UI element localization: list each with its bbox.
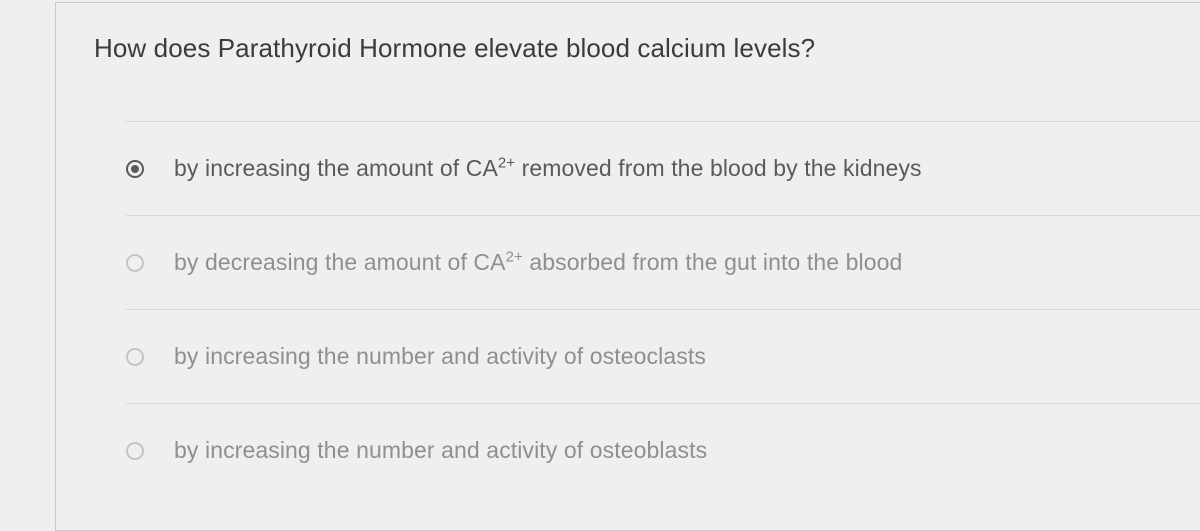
option-row-1[interactable]: by increasing the amount of CA2+ removed… [126, 121, 1200, 215]
option-label: by increasing the number and activity of… [174, 437, 707, 464]
option-label: by increasing the amount of CA2+ removed… [174, 155, 922, 182]
option-text-prefix: by increasing the number and activity of… [174, 343, 706, 369]
radio-selected-icon[interactable] [126, 160, 144, 178]
option-row-2[interactable]: by decreasing the amount of CA2+ absorbe… [126, 215, 1200, 309]
radio-unselected-icon[interactable] [126, 442, 144, 460]
option-row-4[interactable]: by increasing the number and activity of… [126, 403, 1200, 497]
options-group: by increasing the amount of CA2+ removed… [126, 121, 1200, 497]
option-text-prefix: by increasing the amount of CA [174, 155, 498, 181]
option-text-prefix: by decreasing the amount of CA [174, 249, 506, 275]
radio-unselected-icon[interactable] [126, 254, 144, 272]
option-label: by increasing the number and activity of… [174, 343, 706, 370]
option-text-super: 2+ [498, 154, 515, 171]
radio-unselected-icon[interactable] [126, 348, 144, 366]
option-text-super: 2+ [506, 248, 523, 265]
question-text: How does Parathyroid Hormone elevate blo… [94, 33, 815, 64]
option-text-suffix: removed from the blood by the kidneys [515, 155, 922, 181]
question-card: How does Parathyroid Hormone elevate blo… [55, 2, 1200, 531]
option-label: by decreasing the amount of CA2+ absorbe… [174, 249, 902, 276]
option-row-3[interactable]: by increasing the number and activity of… [126, 309, 1200, 403]
option-text-suffix: absorbed from the gut into the blood [523, 249, 903, 275]
option-text-prefix: by increasing the number and activity of… [174, 437, 707, 463]
